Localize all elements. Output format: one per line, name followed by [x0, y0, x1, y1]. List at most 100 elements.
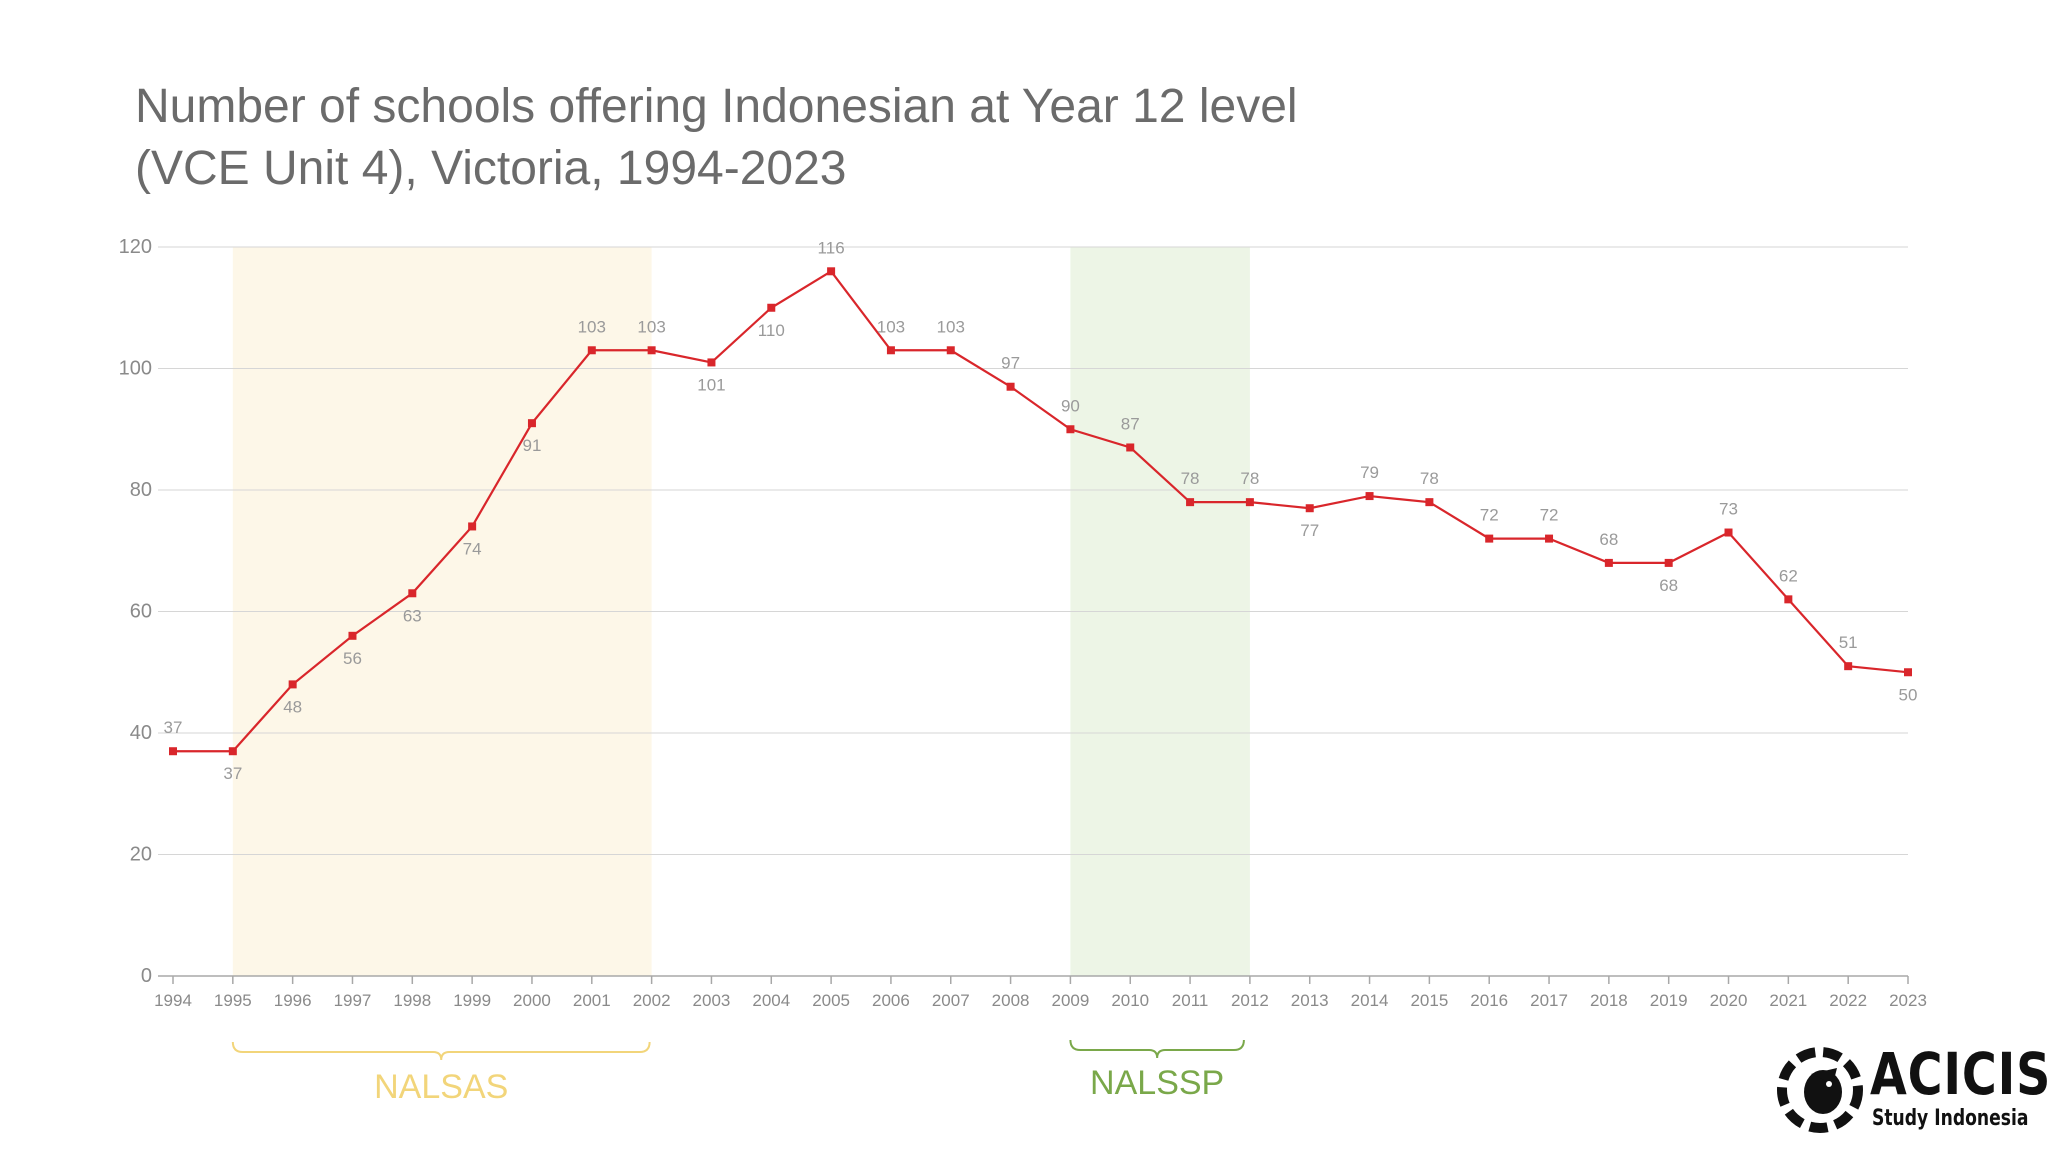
data-label: 78 — [1420, 469, 1439, 488]
x-tick-label: 2020 — [1710, 991, 1748, 1010]
data-label: 103 — [937, 317, 965, 336]
x-tick-label: 2015 — [1410, 991, 1448, 1010]
x-tick-label: 2012 — [1231, 991, 1269, 1010]
data-label: 110 — [758, 321, 785, 340]
data-label: 37 — [164, 718, 183, 737]
y-axis-tick-labels: 0 20 40 60 80 100 120 — [119, 236, 152, 987]
data-point — [348, 631, 357, 640]
x-tick-label: 2007 — [932, 991, 970, 1010]
data-point — [767, 303, 776, 312]
data-point — [169, 747, 177, 756]
period-label-nalsas: NALSAS — [374, 1068, 508, 1106]
data-point — [707, 358, 716, 367]
data-point — [1006, 382, 1015, 391]
period-braces: NALSAS NALSSP — [231, 1039, 1245, 1106]
x-tick-label: 2016 — [1470, 991, 1508, 1010]
x-tick-label: 1996 — [274, 991, 312, 1010]
y-tick-label: 120 — [119, 236, 152, 258]
x-tick-label: 1998 — [393, 991, 431, 1010]
data-point — [1126, 443, 1135, 452]
x-tick-label: 1997 — [334, 991, 372, 1010]
data-label: 63 — [403, 606, 422, 625]
data-label: 97 — [1001, 354, 1020, 373]
x-tick-label: 1994 — [154, 991, 192, 1010]
data-label: 79 — [1360, 463, 1379, 482]
data-label: 62 — [1779, 566, 1798, 585]
data-label: 72 — [1540, 506, 1559, 525]
x-tick-label: 2022 — [1829, 991, 1867, 1010]
logo-tagline: Study Indonesia — [1872, 1106, 2029, 1131]
data-label: 56 — [343, 649, 362, 668]
data-point — [1186, 498, 1195, 507]
x-tick-label: 2017 — [1530, 991, 1568, 1010]
y-tick-label: 80 — [130, 479, 152, 501]
logo-name: ACICIS — [1870, 1040, 2048, 1108]
data-point — [827, 267, 836, 276]
data-label: 116 — [818, 238, 845, 257]
data-label: 68 — [1599, 530, 1618, 549]
data-point — [1066, 425, 1075, 434]
data-point — [1724, 528, 1733, 537]
x-tick-label: 2013 — [1291, 991, 1329, 1010]
data-point — [886, 346, 895, 355]
period-brace-nalsas — [231, 1041, 651, 1061]
y-tick-label: 0 — [141, 965, 152, 987]
data-point — [1245, 498, 1254, 507]
series-line — [173, 269, 1909, 753]
data-point — [1425, 498, 1434, 507]
data-point — [1784, 595, 1793, 604]
data-label: 91 — [523, 436, 542, 455]
data-label: 73 — [1719, 500, 1738, 519]
x-tick-label: 2002 — [633, 991, 671, 1010]
data-label: 78 — [1181, 469, 1200, 488]
x-tick-label: 2006 — [872, 991, 910, 1010]
data-point — [1664, 558, 1673, 567]
data-label: 103 — [877, 317, 905, 336]
x-tick-label: 2005 — [812, 991, 850, 1010]
x-tick-label: 2003 — [693, 991, 731, 1010]
data-label: 101 — [697, 375, 725, 394]
data-label: 51 — [1839, 633, 1858, 652]
data-point — [1844, 662, 1853, 671]
data-point — [1545, 534, 1554, 543]
chart-title: Number of schools offering Indonesian at… — [135, 76, 1635, 200]
data-point — [946, 346, 955, 355]
data-point — [527, 419, 536, 428]
data-label: 50 — [1899, 685, 1918, 704]
x-tick-label: 2004 — [752, 991, 790, 1010]
x-tick-label: 2001 — [573, 991, 611, 1010]
y-tick-label: 20 — [130, 844, 152, 866]
data-point — [587, 346, 596, 355]
data-point — [1365, 492, 1374, 501]
data-point — [1904, 668, 1912, 677]
data-label: 87 — [1121, 414, 1140, 433]
data-point — [1604, 558, 1613, 567]
data-point — [468, 522, 477, 531]
data-label: 48 — [283, 697, 302, 716]
x-tick-label: 2018 — [1590, 991, 1628, 1010]
data-points — [169, 267, 1912, 756]
x-tick-label: 2019 — [1650, 991, 1688, 1010]
x-tick-label: 2000 — [513, 991, 551, 1010]
data-label: 37 — [223, 764, 242, 783]
period-label-nalssp: NALSSP — [1090, 1064, 1224, 1102]
data-label: 74 — [463, 539, 482, 558]
x-tick-label: 2008 — [992, 991, 1030, 1010]
data-point — [288, 680, 297, 689]
data-point — [647, 346, 656, 355]
period-brace-nalssp — [1069, 1039, 1245, 1059]
x-axis: 1994 1995 1996 1997 1998 1999 2000 2001 2002 2003… — [154, 975, 1927, 1010]
y-tick-label: 100 — [119, 358, 152, 380]
chart-title-line-2: (VCE Unit 4), Victoria, 1994-2023 — [135, 142, 847, 196]
logo-mark-icon — [1777, 1047, 1863, 1133]
data-label: 90 — [1061, 396, 1080, 415]
y-tick-label: 40 — [130, 722, 152, 744]
data-label: 72 — [1480, 506, 1499, 525]
x-tick-label: 2014 — [1351, 991, 1389, 1010]
x-tick-label: 2011 — [1172, 991, 1209, 1010]
x-tick-label: 1995 — [214, 991, 252, 1010]
x-tick-label: 2023 — [1889, 991, 1927, 1010]
y-tick-label: 60 — [130, 601, 152, 623]
data-label: 77 — [1300, 521, 1319, 540]
